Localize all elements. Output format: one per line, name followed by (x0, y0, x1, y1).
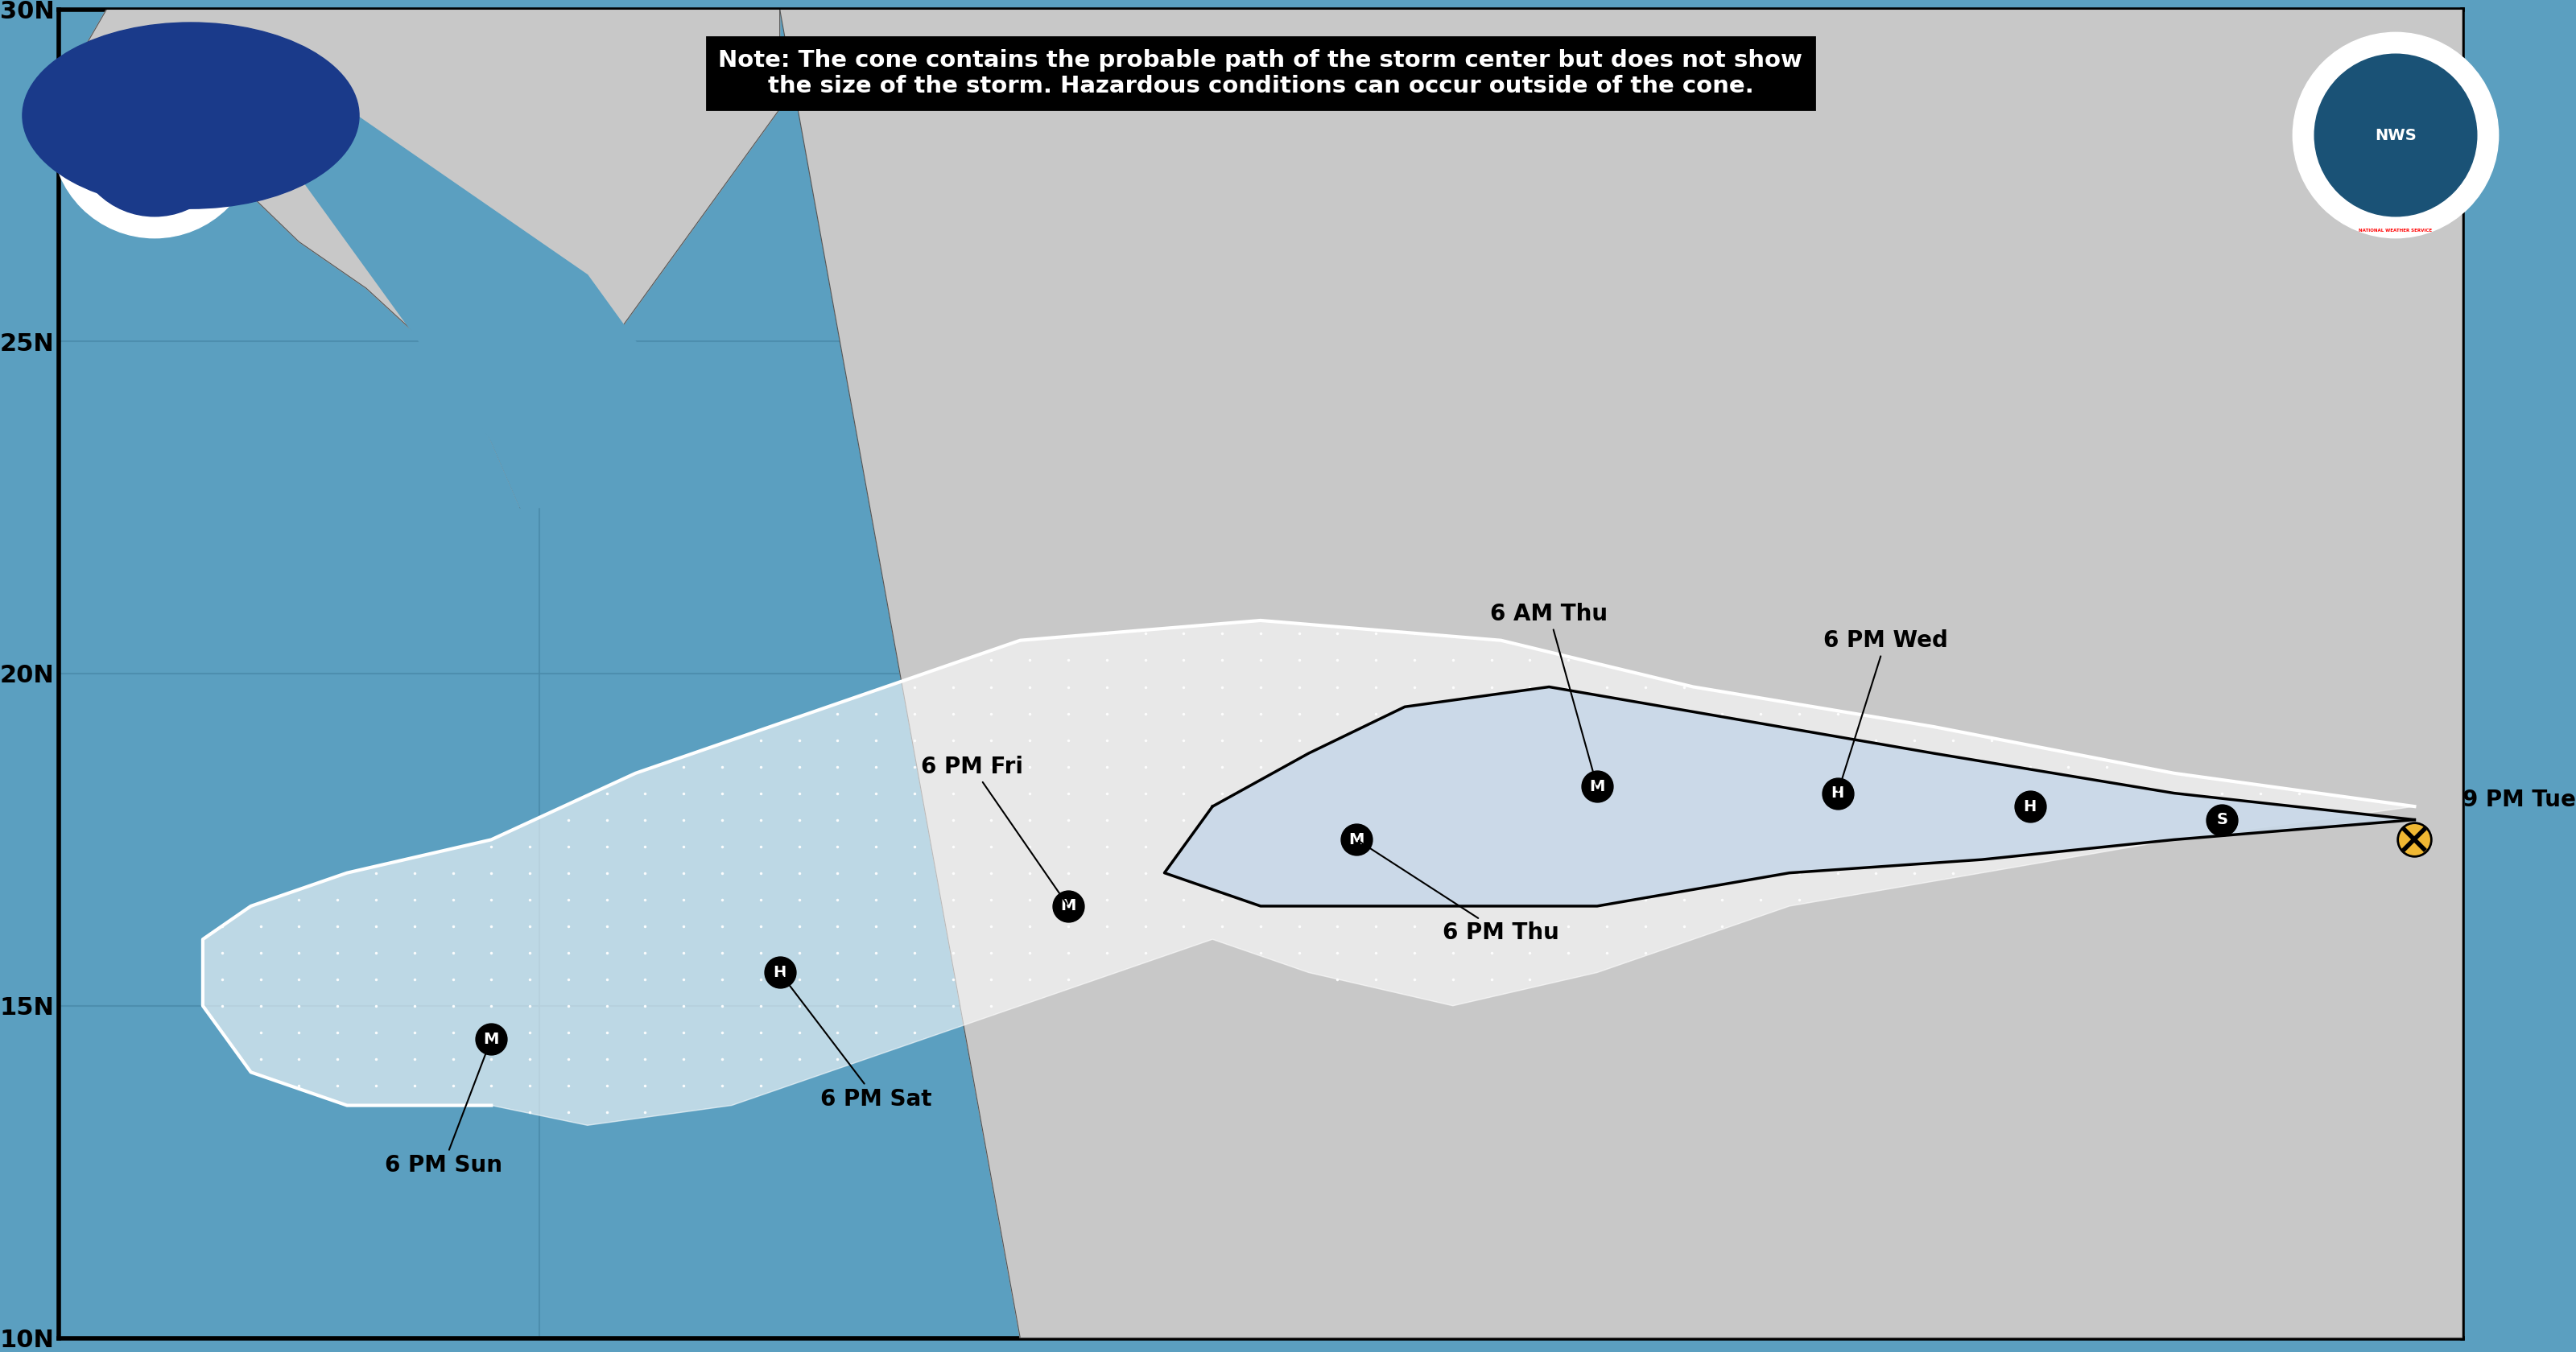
Text: 6 AM Thu: 6 AM Thu (1492, 603, 1607, 784)
Text: 6 PM Fri: 6 PM Fri (922, 756, 1066, 904)
Text: M: M (1350, 831, 1365, 848)
Text: 9 PM Tue: 9 PM Tue (2463, 788, 2576, 811)
Text: S: S (2215, 813, 2228, 827)
Text: NOAA: NOAA (129, 127, 180, 143)
Polygon shape (126, 42, 781, 507)
Text: H: H (2022, 799, 2038, 814)
Text: M: M (1589, 779, 1605, 794)
Circle shape (2313, 54, 2478, 216)
Polygon shape (204, 621, 2414, 1125)
Text: Note: The cone contains the probable path of the storm center but does not show
: Note: The cone contains the probable pat… (719, 49, 1803, 97)
Text: 6 PM Thu: 6 PM Thu (1358, 841, 1558, 944)
Text: M: M (484, 1032, 500, 1046)
Text: 6 PM Wed: 6 PM Wed (1824, 629, 1947, 791)
Polygon shape (1164, 687, 2414, 906)
Polygon shape (781, 9, 2463, 1338)
Text: NATIONAL WEATHER SERVICE: NATIONAL WEATHER SERVICE (2360, 228, 2432, 233)
Text: M: M (1061, 899, 1077, 914)
Text: 6 PM Sun: 6 PM Sun (384, 1041, 502, 1176)
Text: H: H (773, 965, 786, 980)
Circle shape (52, 32, 258, 238)
Circle shape (2293, 32, 2499, 238)
Text: H: H (1832, 786, 1844, 800)
Polygon shape (88, 9, 781, 507)
Text: 6 PM Sat: 6 PM Sat (781, 975, 933, 1110)
Circle shape (72, 54, 237, 216)
Text: NWS: NWS (2375, 127, 2416, 143)
